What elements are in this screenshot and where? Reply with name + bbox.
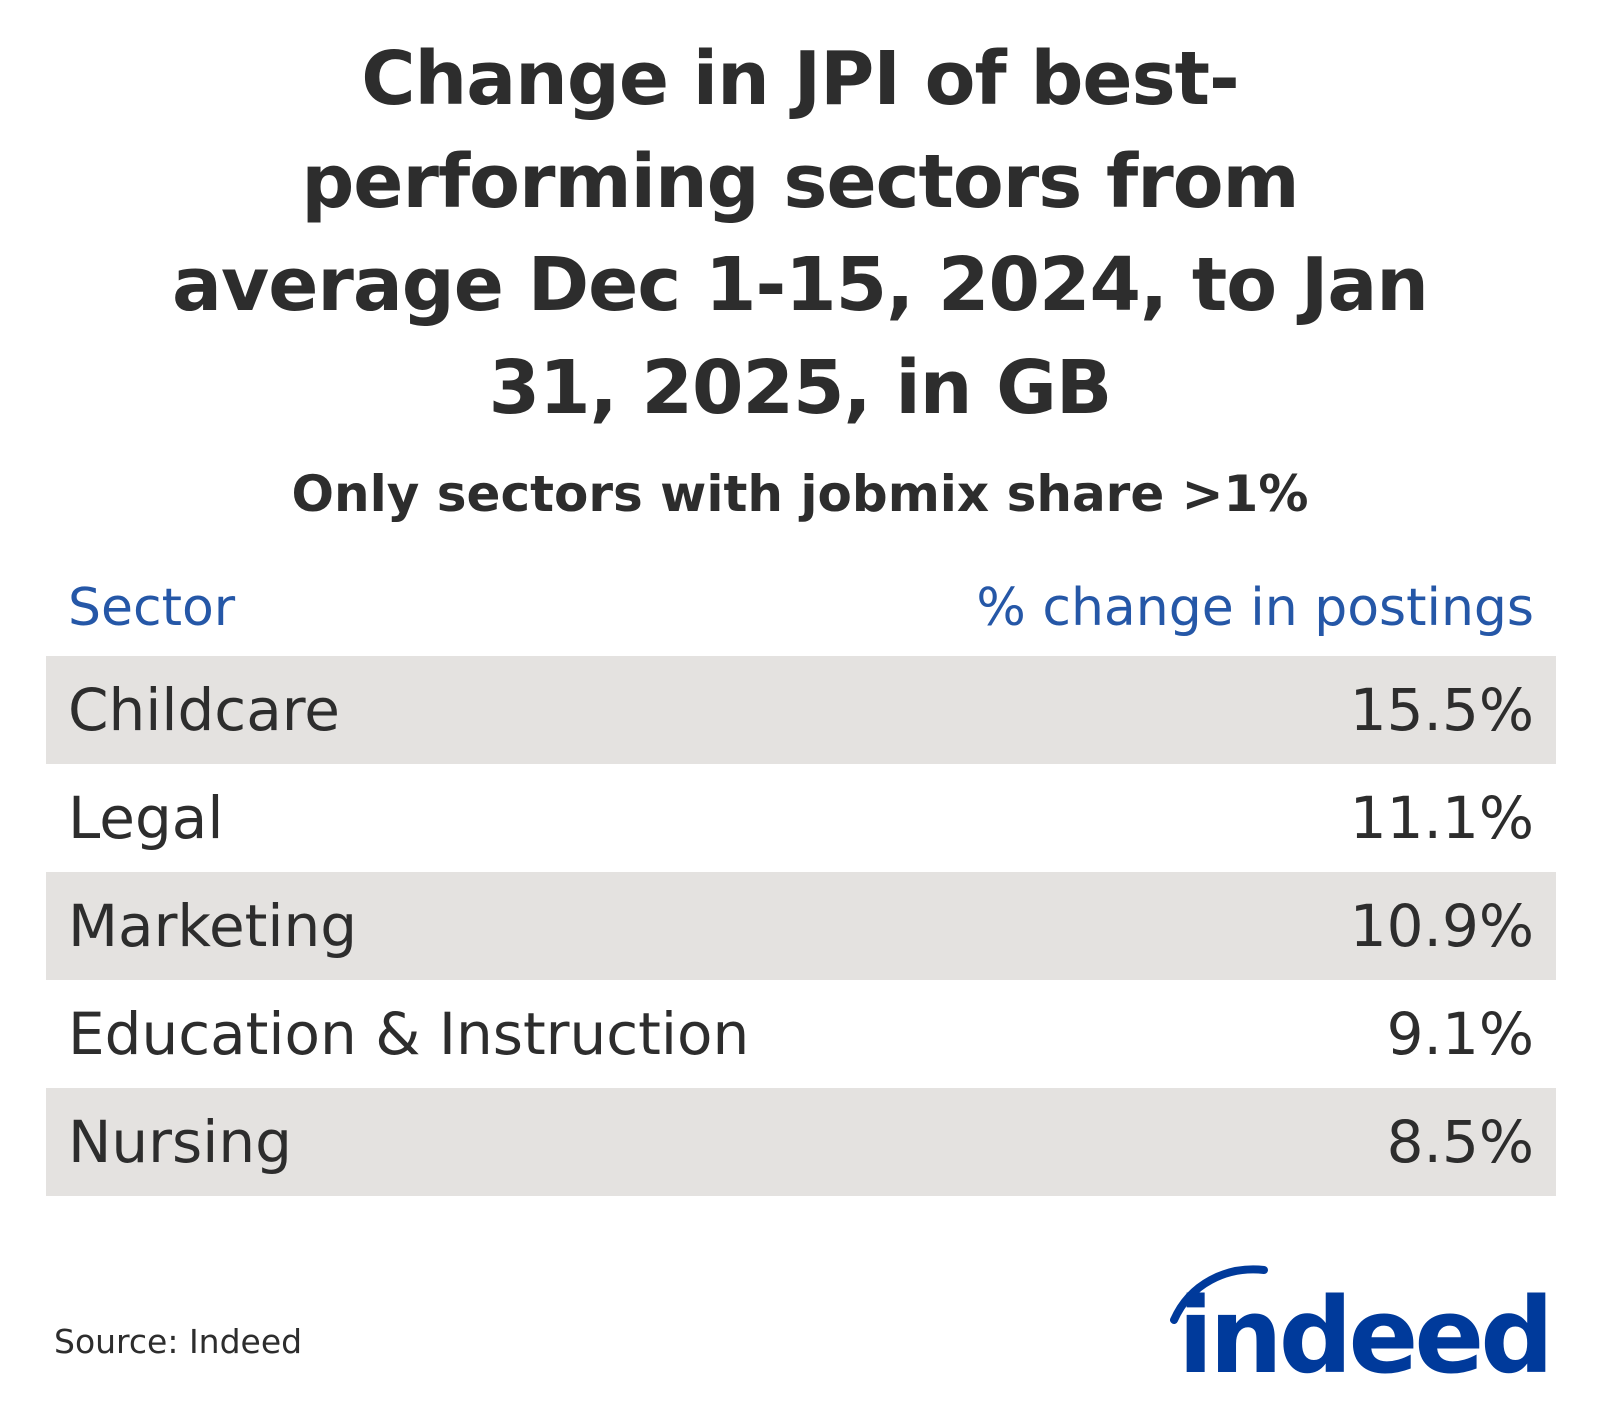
table-header-row: Sector % change in postings	[46, 560, 1556, 656]
chart-title: Change in JPI of best- performing sector…	[40, 28, 1560, 440]
table-row: Marketing 10.9%	[46, 872, 1556, 980]
sector-cell: Marketing	[68, 892, 358, 960]
title-line-2: performing sectors from	[301, 139, 1299, 225]
title-line-4: 31, 2025, in GB	[488, 345, 1113, 431]
data-table: Sector % change in postings Childcare 15…	[46, 560, 1556, 1196]
sector-cell: Nursing	[68, 1108, 292, 1176]
table-row: Legal 11.1%	[46, 764, 1556, 872]
chart-subtitle: Only sectors with jobmix share >1%	[291, 465, 1309, 523]
source-note: Source: Indeed	[54, 1322, 303, 1361]
column-header-change: % change in postings	[976, 578, 1534, 638]
value-cell: 15.5%	[1349, 676, 1534, 744]
value-cell: 9.1%	[1386, 1000, 1534, 1068]
table-row: Childcare 15.5%	[46, 656, 1556, 764]
title-line-1: Change in JPI of best-	[361, 36, 1240, 122]
logo-swoosh	[1170, 1265, 1268, 1324]
sector-cell: Education & Instruction	[68, 1000, 750, 1068]
value-cell: 10.9%	[1349, 892, 1534, 960]
title-line-3: average Dec 1-15, 2024, to Jan	[172, 242, 1429, 328]
table-row: Nursing 8.5%	[46, 1088, 1556, 1196]
column-header-sector: Sector	[68, 578, 236, 638]
value-cell: 11.1%	[1349, 784, 1534, 852]
indeed-logo: indeed	[1170, 1265, 1554, 1382]
sector-cell: Legal	[68, 784, 224, 852]
value-cell: 8.5%	[1386, 1108, 1534, 1176]
logo-wordmark: indeed	[1178, 1275, 1550, 1382]
table-row: Education & Instruction 9.1%	[46, 980, 1556, 1088]
sector-cell: Childcare	[68, 676, 340, 744]
